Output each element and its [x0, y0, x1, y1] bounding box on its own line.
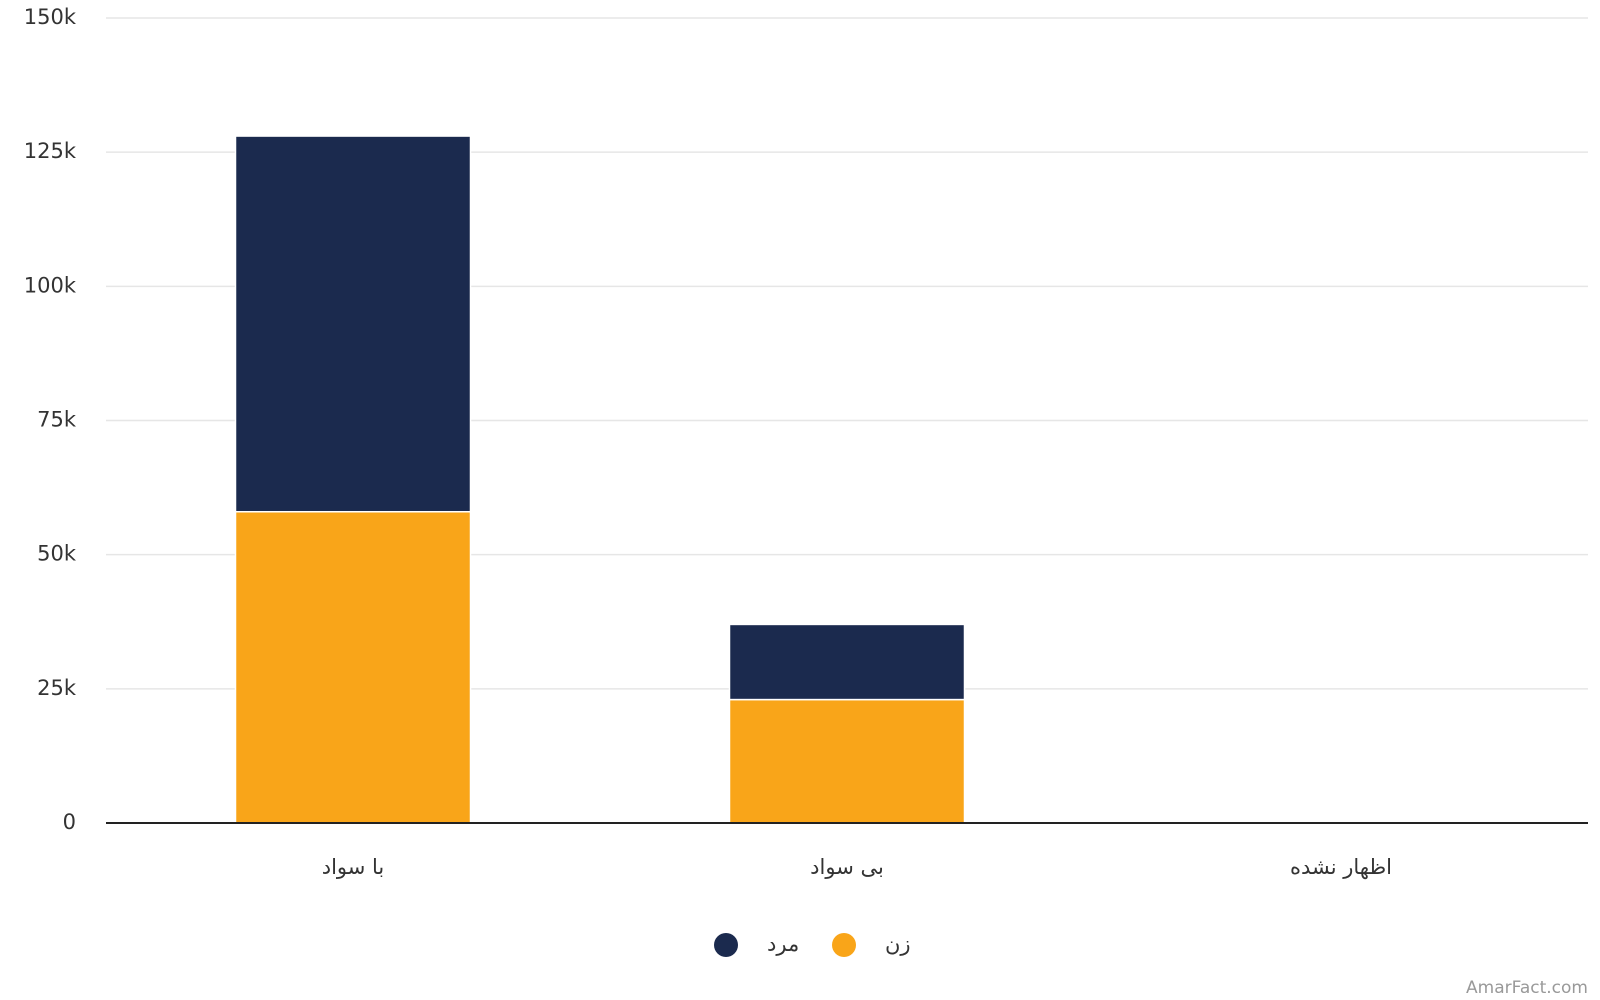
watermark: AmarFact.com: [1466, 978, 1588, 998]
y-tick-label: 100k: [24, 273, 77, 297]
bar-segment: [728, 698, 966, 824]
legend-label: مرد: [767, 932, 799, 956]
y-tick-label: 50k: [37, 542, 77, 566]
y-tick-label: 125k: [24, 139, 77, 163]
bar-segment: [234, 510, 472, 824]
x-tick-label: بی سواد: [810, 855, 884, 879]
x-tick-label: اظهار نشده: [1290, 855, 1392, 879]
legend-marker: [714, 933, 738, 957]
x-tick-label: با سواد: [322, 855, 385, 879]
legend-label: زن: [885, 932, 911, 956]
y-tick-label: 150k: [24, 5, 77, 29]
bar-segment: [728, 623, 966, 701]
legend-marker: [832, 933, 856, 957]
y-tick-label: 0: [63, 810, 76, 834]
bar-segment: [234, 135, 472, 513]
y-tick-label: 25k: [37, 676, 77, 700]
y-tick-label: 75k: [37, 408, 77, 432]
